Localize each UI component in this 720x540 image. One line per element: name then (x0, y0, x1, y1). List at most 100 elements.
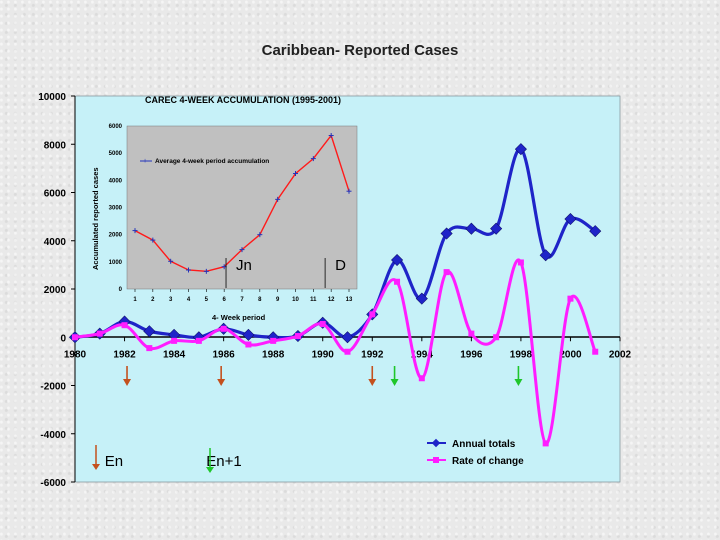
rate-point (592, 348, 599, 355)
y-tick-label: -4000 (40, 430, 66, 441)
legend-rate-marker (433, 457, 439, 463)
rate-point (517, 259, 524, 266)
inset-x-tick-label: 4 (187, 297, 191, 303)
rate-point (96, 330, 103, 337)
rate-point (270, 337, 277, 344)
inset-x-tick-label: 3 (169, 297, 173, 303)
annual-point (564, 213, 577, 226)
red-arrow-head (217, 379, 226, 386)
inset-x-tick-label: 13 (346, 297, 353, 303)
red-arrow-head (368, 379, 377, 386)
legend: Annual totals Rate of change (427, 438, 524, 467)
inset-y-tick-label: 6000 (109, 124, 123, 130)
rate-point (567, 295, 574, 302)
inset-title: CAREC 4-WEEK ACCUMULATION (1995-2001) (145, 95, 341, 105)
inset-x-tick-label: 8 (258, 297, 262, 303)
x-tick-label: 1996 (460, 349, 483, 360)
x-tick-label: 2002 (609, 349, 632, 360)
inset-y-tick-label: 1000 (109, 260, 123, 266)
en-arrow-head (92, 464, 100, 470)
x-tick-label: 1984 (163, 349, 186, 360)
x-tick-label: 1994 (411, 349, 434, 360)
rate-point (294, 333, 301, 340)
inset-legend-marker: + (143, 158, 147, 165)
inset-x-tick-label: 10 (292, 297, 299, 303)
annual-point (391, 254, 404, 267)
x-tick-label: 1998 (510, 349, 533, 360)
inset-legend: + Average 4-week period accumulation (140, 158, 269, 165)
rate-point (195, 337, 202, 344)
annual-point (341, 331, 354, 344)
annual-point (415, 292, 428, 305)
rate-point (344, 348, 351, 355)
inset-x-ticks: 1 2 3 4 5 6 7 8 9 10 11 12 13 (133, 289, 353, 303)
inset-y-tick-label: 0 (119, 287, 123, 293)
annual-point (514, 143, 527, 156)
inset-x-tick-label: 6 (222, 297, 226, 303)
inset-x-tick-label: 5 (205, 297, 209, 303)
annotation-label: En (105, 453, 123, 470)
y-tick-label: 8000 (44, 140, 67, 151)
legend-rate-label: Rate of change (452, 456, 524, 467)
rate-point (369, 311, 376, 318)
inset-y-tick-label: 3000 (109, 206, 123, 212)
annual-point (242, 328, 255, 341)
inset-y-tick-label: 2000 (109, 233, 123, 239)
annotations: Jn D En En+1 (92, 257, 346, 473)
annual-point (589, 225, 602, 238)
y-tick-label: 2000 (44, 285, 67, 296)
annual-point (440, 227, 453, 240)
inset-x-tick-label: 12 (328, 297, 335, 303)
page-title: Caribbean- Reported Cases (261, 42, 459, 59)
rate-point (171, 337, 178, 344)
inset-y-tick-label: 5000 (109, 151, 123, 157)
x-tick-label: 1992 (361, 349, 384, 360)
y-tick-label: 0 (60, 333, 66, 344)
series-rate-of-change (72, 258, 599, 447)
green-arrow-head (514, 379, 523, 386)
inset-x-label: 4- Week period (212, 313, 266, 322)
rate-point (220, 325, 227, 332)
annual-point (539, 249, 552, 262)
red-arrow-head (123, 379, 132, 386)
annotation-label: D (335, 257, 346, 274)
inset-y-label: Accumulated reported cases (91, 167, 100, 270)
x-tick-label: 1990 (312, 349, 335, 360)
arrows (123, 366, 523, 386)
inset-y-ticks: 6000 5000 4000 3000 2000 1000 0 (109, 124, 123, 293)
y-tick-label: -2000 (40, 382, 66, 393)
rate-point (146, 345, 153, 352)
inset-x-tick-label: 2 (151, 297, 155, 303)
legend-annual-label: Annual totals (452, 439, 516, 450)
rate-point (468, 330, 475, 337)
inset-plot-area (126, 125, 358, 290)
rate-point (121, 322, 128, 329)
inset-y-tick-label: 4000 (109, 178, 123, 184)
y-tick-label: 6000 (44, 189, 67, 200)
y-tick-label: 10000 (38, 92, 66, 103)
annual-point (143, 325, 156, 338)
annual-point (490, 222, 503, 235)
y-tick-label: -6000 (40, 478, 66, 489)
rate-point (443, 269, 450, 276)
inset-legend-label: Average 4-week period accumulation (155, 158, 269, 165)
x-tick-label: 1982 (113, 349, 136, 360)
rate-point (418, 375, 425, 382)
x-tick-label: 2000 (559, 349, 582, 360)
inset-x-tick-label: 7 (240, 297, 244, 303)
en1-arrow-head (206, 467, 214, 473)
inset-series (132, 133, 352, 274)
rate-point (542, 440, 549, 447)
y-tick-label: 4000 (44, 237, 67, 248)
rate-point (394, 278, 401, 285)
legend-annual-marker (431, 438, 441, 448)
green-arrow-head (390, 379, 399, 386)
annotation-label: En+1 (206, 453, 241, 470)
inset-x-tick-label: 9 (276, 297, 280, 303)
rate-point (245, 341, 252, 348)
rate-point (319, 320, 326, 327)
annual-point (465, 222, 478, 235)
y-axis-ticks: 10000 8000 6000 4000 2000 0 -2000 -4000 -6000 (38, 92, 75, 489)
x-tick-label: 1986 (213, 349, 236, 360)
